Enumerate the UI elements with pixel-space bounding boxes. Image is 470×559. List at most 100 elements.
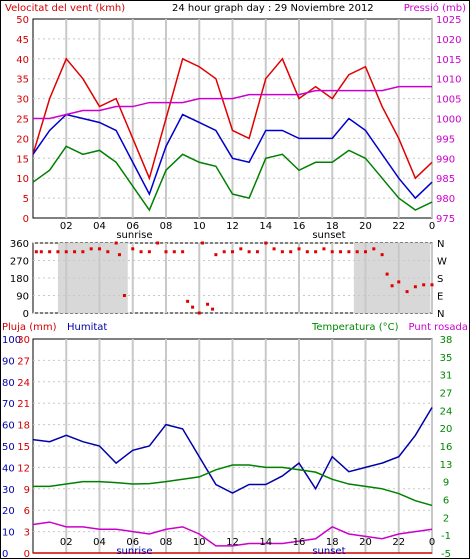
wind-series-3: [33, 85, 432, 120]
pressure-ytick-right: 995: [436, 134, 455, 145]
temp-series-2: [32, 521, 433, 547]
temperature-ytick-right: 31: [440, 371, 453, 382]
direction-point: [34, 250, 38, 254]
temperature-ytick-right: 24: [440, 406, 453, 417]
wind-xtick: 16: [293, 221, 306, 232]
wind-ytick-left: 45: [16, 35, 29, 46]
direction-point: [264, 241, 268, 245]
wind-xtick: 06: [126, 221, 139, 232]
wind-ytick-left: 10: [16, 174, 29, 185]
humidity-ytick: 100: [2, 335, 21, 346]
wind-ytick-left: 40: [16, 55, 29, 66]
humidity-ytick: 10: [2, 528, 15, 539]
rain-ytick: 30: [17, 335, 30, 346]
pressure-ytick-right: 1010: [436, 75, 461, 86]
temperature-axis-label: Temperatura (°C): [311, 322, 399, 333]
direction-point: [380, 253, 384, 257]
direction-point: [48, 250, 52, 254]
wind-ytick-left: 0: [23, 214, 29, 225]
temperature-ytick-right: 35: [440, 353, 453, 364]
direction-point: [131, 247, 135, 251]
wind-ytick-left: 20: [16, 134, 29, 145]
temp-xtick: 20: [359, 537, 372, 548]
direction-point: [186, 299, 190, 303]
direction-point: [289, 250, 293, 254]
direction-point: [397, 280, 401, 284]
direction-point: [156, 241, 160, 245]
temp-series-0: [32, 407, 433, 494]
direction-point: [201, 241, 205, 245]
direction-ytick-left: 90: [16, 292, 29, 303]
humidity-ytick: 70: [2, 399, 15, 410]
humidity-ytick: 60: [2, 421, 15, 432]
wind-xtick: 04: [93, 221, 106, 232]
rain-ytick: 0: [24, 549, 30, 559]
humidity-ytick: 90: [2, 356, 15, 367]
temp-xtick: 22: [392, 537, 405, 548]
direction-point: [247, 250, 251, 254]
wind-series-0: [32, 57, 433, 181]
dewpoint-axis-label: Punt rosada: [409, 322, 468, 333]
direction-ytick-right: S: [437, 274, 443, 285]
temp-xtick: 12: [226, 537, 239, 548]
wind-series-1: [32, 113, 433, 200]
humidity-ytick: 50: [2, 442, 15, 453]
direction-point: [147, 250, 151, 254]
humidity-ytick: 20: [2, 506, 15, 517]
pressure-ytick-right: 980: [436, 194, 455, 205]
direction-point: [430, 283, 434, 287]
pressure-ytick-right: 1020: [436, 35, 461, 46]
direction-point: [422, 283, 426, 287]
wind-xtick: 22: [392, 221, 405, 232]
temp-xtick: 06: [126, 537, 139, 548]
direction-point: [64, 250, 68, 254]
direction-ytick-left: 0: [23, 309, 29, 320]
temp-xtick: 10: [193, 537, 206, 548]
humidity-ytick: 40: [2, 463, 15, 474]
temperature-ytick-right: 38: [440, 335, 453, 346]
temperature-ytick-right: 27: [440, 389, 453, 400]
pressure-ytick-right: 975: [436, 214, 455, 225]
wind-axis-label: Velocitat del vent (kmh): [5, 3, 125, 14]
pressure-ytick-right: 985: [436, 174, 455, 185]
direction-point: [73, 250, 77, 254]
direction-ytick-right: N: [437, 239, 444, 250]
direction-point: [172, 250, 176, 254]
direction-point: [214, 253, 218, 257]
temp-sunset-label: sunset: [312, 546, 345, 557]
direction-point: [206, 302, 210, 306]
humidity-ytick: 80: [2, 378, 15, 389]
rain-axis-label: Pluja (mm): [2, 322, 57, 333]
wind-xtick: 14: [259, 221, 272, 232]
rain-ytick: 3: [24, 528, 30, 539]
temperature-ytick-right: 6: [443, 496, 449, 507]
temperature-ytick-right: 2: [443, 513, 449, 524]
temperature-ytick-right: 16: [440, 442, 453, 453]
pressure-ytick-right: 1025: [436, 15, 461, 26]
rain-ytick: 15: [17, 442, 30, 453]
direction-point: [297, 247, 301, 251]
humidity-ytick: 0: [2, 549, 8, 559]
pressure-ytick-right: 1005: [436, 95, 461, 106]
wind-ytick-left: 50: [16, 15, 29, 26]
direction-point: [81, 250, 85, 254]
wind-ytick-left: 5: [23, 194, 29, 205]
wind-ytick-left: 35: [16, 75, 29, 86]
direction-point: [98, 247, 101, 251]
temp-xtick: 0: [429, 537, 435, 548]
direction-point: [164, 250, 168, 254]
pressure-ytick-right: 1015: [436, 55, 461, 66]
wind-xtick: 08: [160, 221, 173, 232]
direction-ytick-left: 270: [10, 257, 29, 268]
humidity-axis-label: Humitat: [67, 322, 107, 333]
pressure-ytick-right: 1000: [436, 115, 461, 126]
wind-xtick: 0: [429, 221, 435, 232]
direction-ytick-right: N: [437, 309, 444, 320]
direction-point: [355, 250, 359, 254]
direction-point: [314, 250, 318, 254]
temp-xtick: 18: [326, 537, 339, 548]
sunset-label: sunset: [312, 230, 345, 241]
direction-point: [239, 247, 243, 251]
direction-point: [122, 294, 126, 297]
